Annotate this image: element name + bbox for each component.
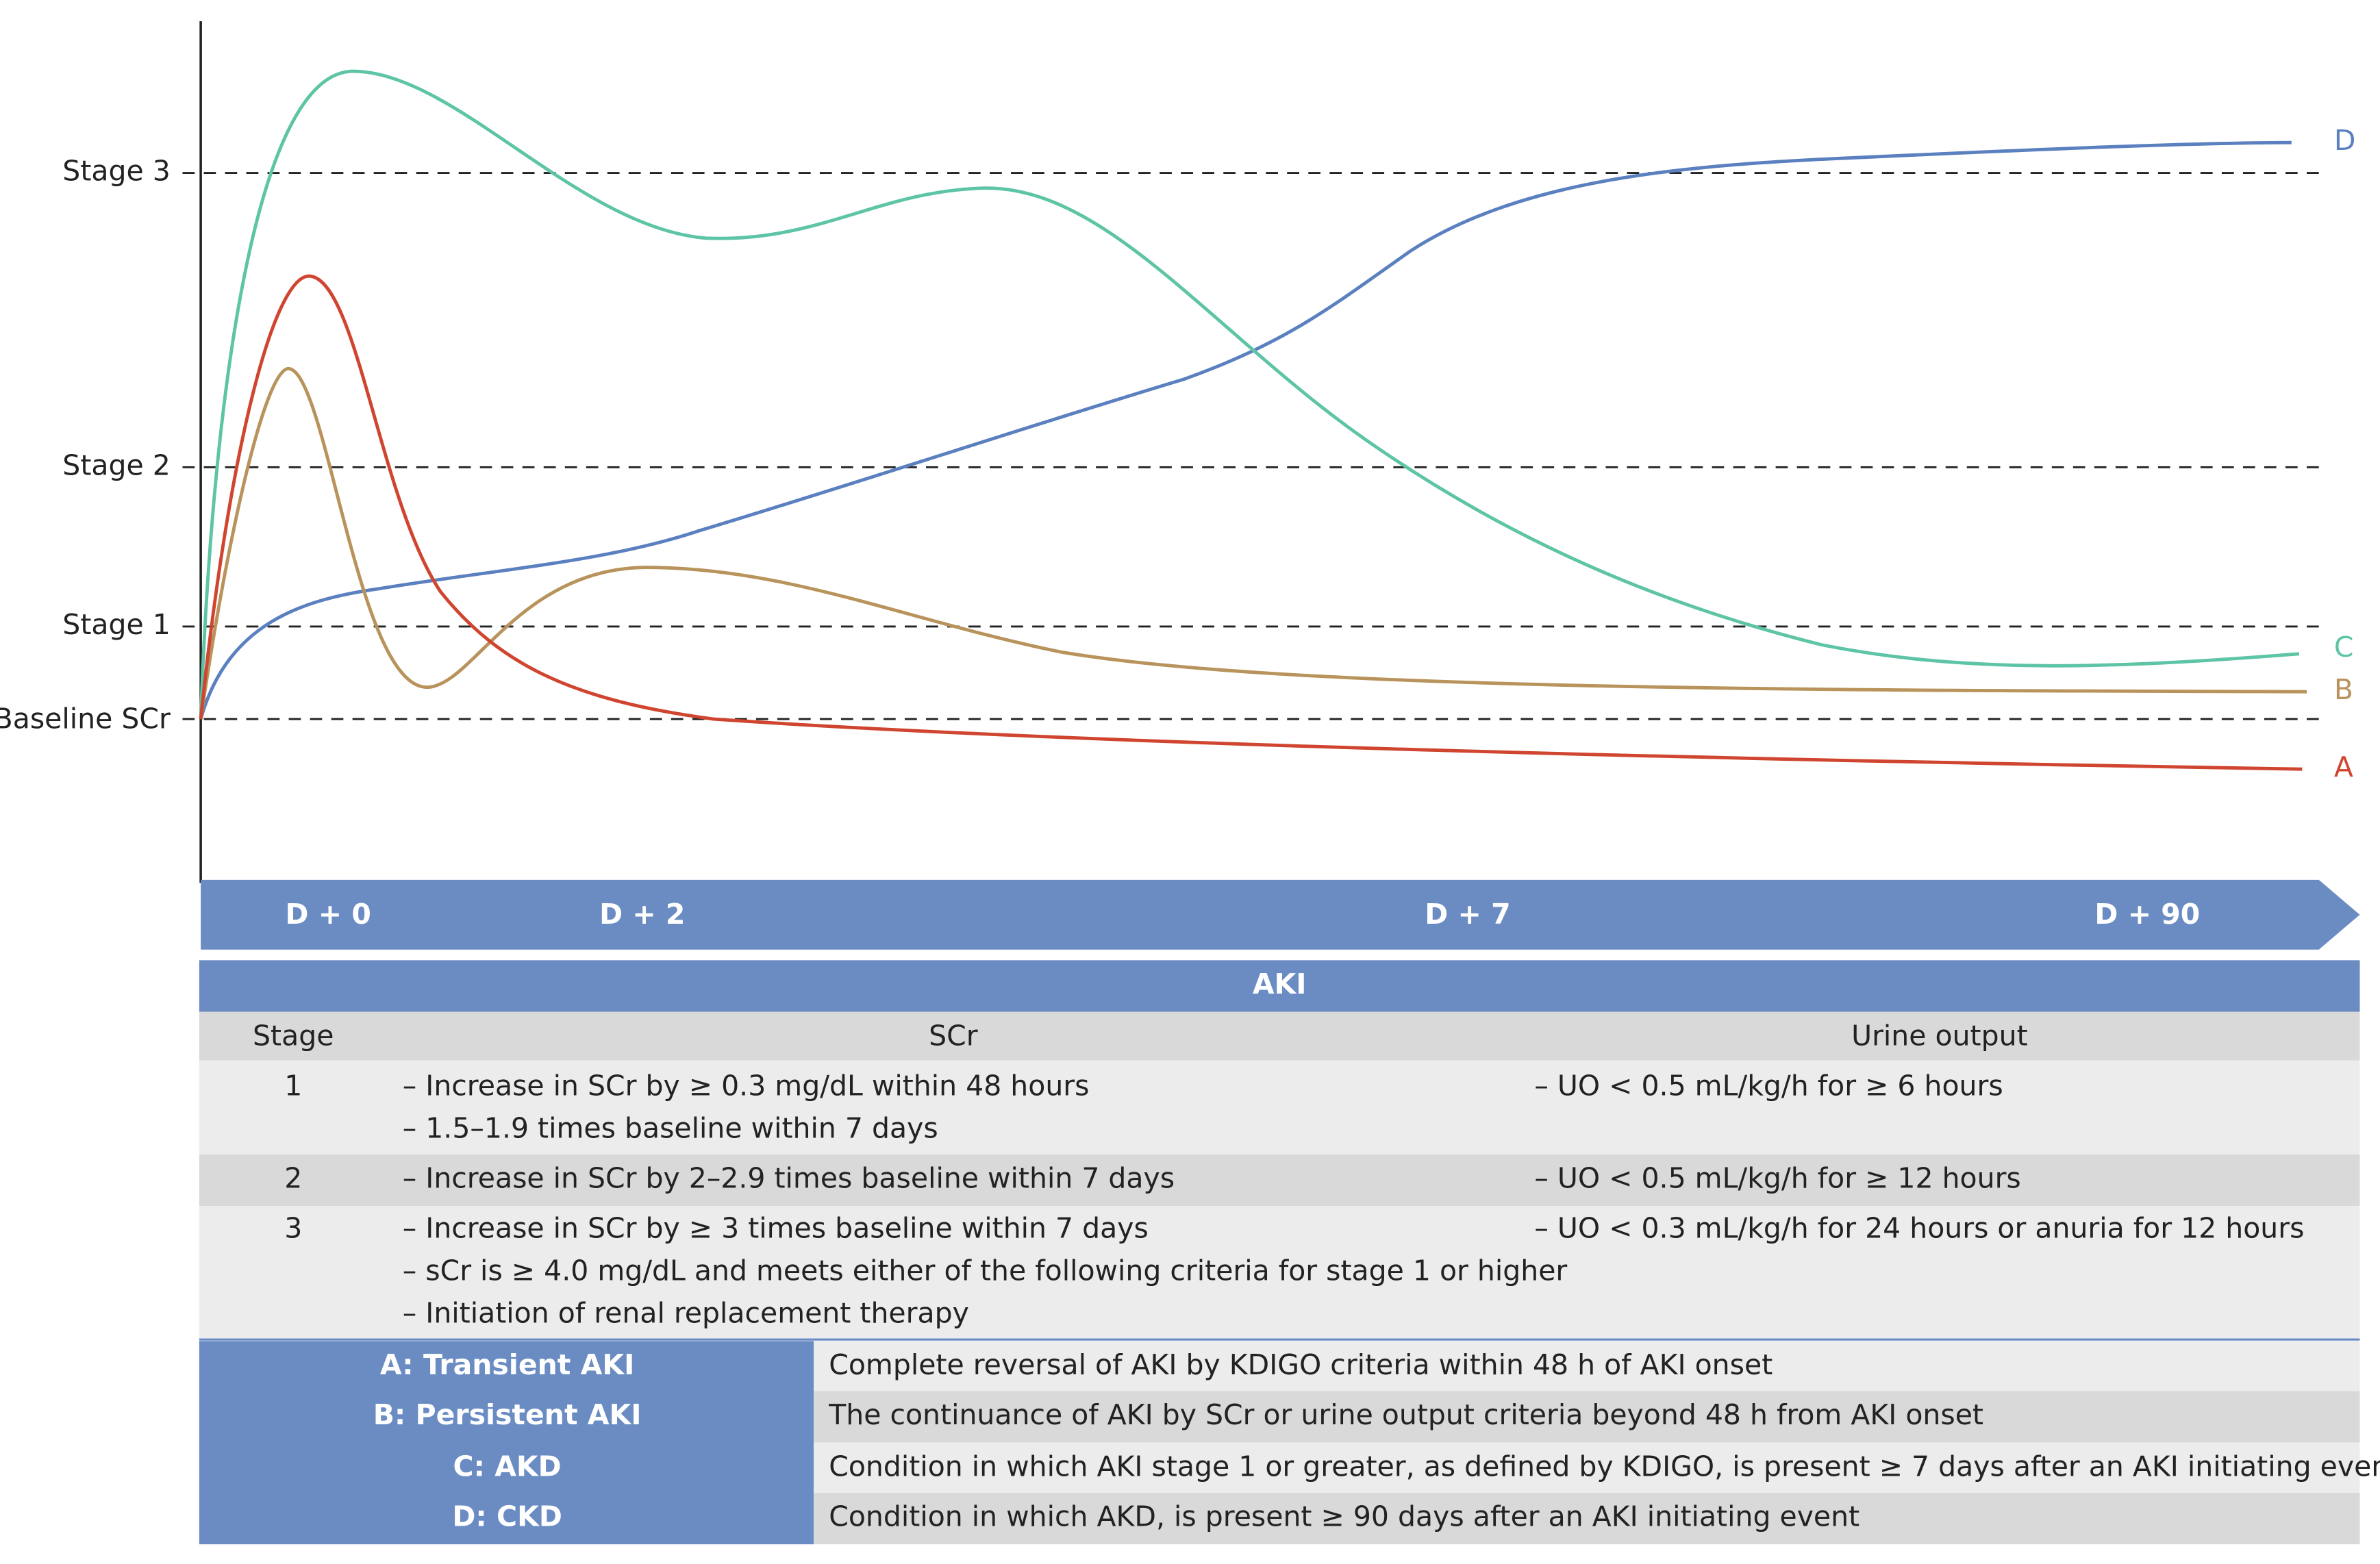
curve-label: C [2334, 631, 2354, 664]
table-row [199, 1060, 2360, 1155]
definition-row [814, 1492, 2360, 1545]
timeline-label: D + 2 [599, 898, 685, 931]
timeline-label: D + 7 [1425, 898, 1510, 931]
definition-term: C: AKD [453, 1450, 562, 1483]
definition-text: The continuance of AKI by SCr or urine o… [828, 1398, 1983, 1431]
table-title-bar [199, 960, 2360, 1012]
uo-cell: – UO < 0.5 mL/kg/h for ≥ 6 hours [1534, 1069, 2003, 1102]
definition-text: Complete reversal of AKI by KDIGO criter… [829, 1348, 1773, 1381]
definition-term: D: CKD [452, 1500, 562, 1533]
y-label: Stage 2 [62, 449, 170, 481]
curve-a [199, 274, 2303, 771]
table-row [199, 1154, 2360, 1207]
scr-cell: – Increase in SCr by ≥ 0.3 mg/dL within … [403, 1069, 1090, 1102]
stage-cell: 2 [284, 1162, 302, 1195]
curve-c [199, 69, 2300, 720]
curve-d [199, 140, 2292, 720]
header-cell: Stage [253, 1019, 334, 1052]
curve-b [199, 366, 2307, 720]
y-label: Baseline SCr [0, 702, 171, 735]
scr-cell: – sCr is ≥ 4.0 mg/dL and meets either of… [403, 1254, 1568, 1287]
scr-cell: – Increase in SCr by ≥ 3 times baseline … [403, 1212, 1149, 1245]
header-row [199, 1011, 2360, 1061]
timeline-arrow [201, 879, 2360, 950]
y-label: Stage 3 [62, 155, 170, 188]
table-row [199, 1206, 2360, 1338]
table-title: AKI [1253, 968, 1307, 1000]
definition-text: Condition in which AKI stage 1 or greate… [829, 1450, 2380, 1483]
stage-cell: 1 [284, 1069, 302, 1102]
definition-row [814, 1341, 2360, 1391]
scr-cell: – Initiation of renal replacement therap… [403, 1297, 969, 1330]
uo-cell: – UO < 0.5 mL/kg/h for ≥ 12 hours [1534, 1162, 2020, 1195]
curve-label: B [2334, 673, 2353, 706]
curve-label: D [2334, 124, 2356, 157]
definition-term: A: Transient AKI [380, 1348, 635, 1381]
uo-cell: – UO < 0.3 mL/kg/h for 24 hours or anuri… [1534, 1212, 2304, 1245]
scr-cell: – Increase in SCr by 2–2.9 times baselin… [403, 1162, 1175, 1195]
definition-terms-block [199, 1341, 814, 1545]
scr-cell: – 1.5–1.9 times baseline within 7 days [403, 1111, 938, 1144]
curve-label: A [2334, 751, 2353, 783]
header-cell: Urine output [1851, 1019, 2028, 1052]
stage-cell: 3 [284, 1212, 302, 1245]
definition-row [814, 1391, 2360, 1443]
definition-text: Condition in which AKD, is present ≥ 90 … [829, 1500, 1859, 1533]
header-cell: SCr [929, 1019, 978, 1052]
definition-row [814, 1442, 2360, 1493]
timeline-label: D + 0 [286, 898, 371, 931]
definition-term: B: Persistent AKI [373, 1398, 642, 1431]
timeline-label: D + 90 [2094, 898, 2200, 931]
y-label: Stage 1 [62, 608, 170, 641]
